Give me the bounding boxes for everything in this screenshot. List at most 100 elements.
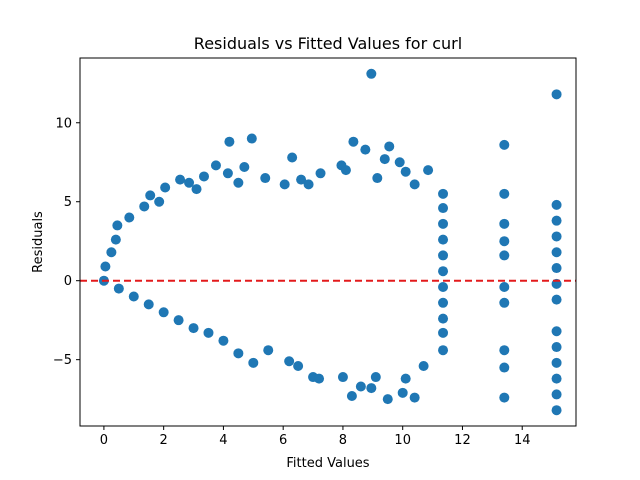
data-point <box>438 250 449 261</box>
data-point <box>366 383 377 394</box>
data-point <box>113 283 124 294</box>
x-tick-label: 6 <box>279 433 287 448</box>
data-point <box>551 389 562 400</box>
y-tick-label: 10 <box>55 116 72 131</box>
data-point <box>175 174 186 185</box>
data-point <box>287 152 298 163</box>
data-point <box>366 68 377 79</box>
data-point <box>303 179 314 190</box>
data-point <box>438 345 449 356</box>
data-point <box>551 294 562 305</box>
data-point <box>499 392 510 403</box>
data-point <box>248 357 259 368</box>
data-point <box>112 220 123 231</box>
data-point <box>499 250 510 261</box>
y-axis-label: Residuals <box>31 211 46 273</box>
data-point <box>551 405 562 416</box>
data-point <box>438 282 449 293</box>
x-tick-label: 4 <box>219 433 227 448</box>
data-point <box>100 261 111 272</box>
data-point <box>188 323 199 334</box>
data-point <box>355 381 366 392</box>
data-point <box>499 282 510 293</box>
data-point <box>184 177 195 188</box>
plot-frame <box>79 57 577 427</box>
data-point <box>263 345 274 356</box>
data-point <box>218 335 229 346</box>
data-point <box>233 348 244 359</box>
data-point <box>551 199 562 210</box>
y-tick-label: 0 <box>64 274 72 289</box>
data-point <box>293 360 304 371</box>
data-point <box>394 157 405 168</box>
y-ticks: −5 0 5 10 <box>53 116 80 368</box>
data-point <box>551 357 562 368</box>
data-point <box>210 160 221 171</box>
data-point <box>423 165 434 176</box>
data-point <box>246 133 257 144</box>
data-point <box>106 247 117 258</box>
data-point <box>499 297 510 308</box>
x-tick-label: 0 <box>100 433 108 448</box>
data-point <box>173 315 184 326</box>
data-point <box>199 171 209 182</box>
data-point <box>418 360 429 371</box>
data-point <box>143 299 154 310</box>
data-point <box>382 394 393 405</box>
data-point <box>499 362 510 373</box>
data-point <box>499 188 510 199</box>
data-point <box>438 203 449 214</box>
data-point <box>438 313 449 324</box>
data-point <box>379 154 390 165</box>
x-ticks: 0 2 4 6 8 10 12 14 <box>100 426 531 448</box>
x-tick-label: 8 <box>339 433 347 448</box>
data-point <box>370 372 381 383</box>
data-point <box>551 373 562 384</box>
data-point <box>260 173 271 184</box>
data-point <box>438 266 449 277</box>
data-point <box>409 392 420 403</box>
data-point <box>224 136 235 147</box>
y-tick-label: 5 <box>64 195 72 210</box>
data-point <box>384 141 395 152</box>
data-point <box>499 345 510 356</box>
data-point <box>139 201 150 212</box>
data-point <box>438 297 449 308</box>
points-layer <box>98 68 562 416</box>
data-point <box>499 139 510 150</box>
data-point <box>438 327 449 338</box>
data-point <box>284 356 295 367</box>
data-point <box>499 236 510 247</box>
data-point <box>158 307 169 318</box>
data-point <box>551 326 562 337</box>
y-tick-label: −5 <box>53 353 72 368</box>
data-point <box>438 188 449 199</box>
data-point <box>551 231 562 242</box>
data-point <box>128 291 139 302</box>
data-point <box>551 263 562 274</box>
data-point <box>372 173 383 184</box>
data-point <box>348 136 359 147</box>
data-point <box>314 373 325 384</box>
data-point <box>438 218 449 229</box>
data-point <box>233 177 244 188</box>
data-point <box>145 190 156 201</box>
data-point <box>551 215 562 226</box>
data-point <box>346 390 357 401</box>
data-point <box>279 179 290 190</box>
data-point <box>340 165 351 176</box>
data-point <box>499 218 510 229</box>
x-axis-label: Fitted Values <box>286 456 369 471</box>
data-point <box>438 234 449 245</box>
data-point <box>551 342 562 353</box>
data-point <box>203 327 214 338</box>
data-point <box>296 174 307 185</box>
x-tick-label: 14 <box>514 433 531 448</box>
x-tick-label: 10 <box>394 433 411 448</box>
data-point <box>239 161 250 172</box>
data-point <box>315 168 326 179</box>
data-point <box>400 373 411 384</box>
data-point <box>124 212 135 223</box>
